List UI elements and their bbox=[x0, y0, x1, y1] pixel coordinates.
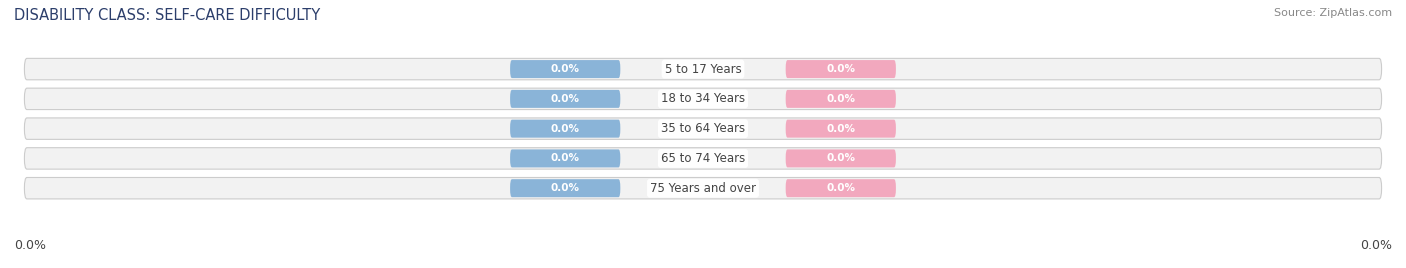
FancyBboxPatch shape bbox=[786, 150, 896, 168]
FancyBboxPatch shape bbox=[24, 177, 1382, 199]
FancyBboxPatch shape bbox=[24, 58, 1382, 80]
Text: 0.0%: 0.0% bbox=[827, 94, 855, 104]
Text: 0.0%: 0.0% bbox=[551, 153, 579, 163]
Legend: Male, Female: Male, Female bbox=[640, 263, 766, 268]
Text: 0.0%: 0.0% bbox=[551, 94, 579, 104]
FancyBboxPatch shape bbox=[510, 60, 620, 78]
FancyBboxPatch shape bbox=[510, 90, 620, 108]
Text: Source: ZipAtlas.com: Source: ZipAtlas.com bbox=[1274, 8, 1392, 18]
Text: 75 Years and over: 75 Years and over bbox=[650, 182, 756, 195]
Text: 0.0%: 0.0% bbox=[14, 239, 46, 252]
FancyBboxPatch shape bbox=[510, 179, 620, 197]
Text: 0.0%: 0.0% bbox=[551, 124, 579, 134]
Text: 0.0%: 0.0% bbox=[827, 64, 855, 74]
Text: 0.0%: 0.0% bbox=[827, 183, 855, 193]
Text: 65 to 74 Years: 65 to 74 Years bbox=[661, 152, 745, 165]
FancyBboxPatch shape bbox=[786, 179, 896, 197]
Text: 0.0%: 0.0% bbox=[551, 64, 579, 74]
FancyBboxPatch shape bbox=[24, 118, 1382, 139]
FancyBboxPatch shape bbox=[24, 148, 1382, 169]
FancyBboxPatch shape bbox=[786, 60, 896, 78]
Text: 0.0%: 0.0% bbox=[1360, 239, 1392, 252]
Text: 5 to 17 Years: 5 to 17 Years bbox=[665, 63, 741, 76]
FancyBboxPatch shape bbox=[786, 120, 896, 138]
Text: DISABILITY CLASS: SELF-CARE DIFFICULTY: DISABILITY CLASS: SELF-CARE DIFFICULTY bbox=[14, 8, 321, 23]
Text: 18 to 34 Years: 18 to 34 Years bbox=[661, 92, 745, 105]
FancyBboxPatch shape bbox=[510, 120, 620, 138]
FancyBboxPatch shape bbox=[786, 90, 896, 108]
Text: 0.0%: 0.0% bbox=[827, 124, 855, 134]
Text: 35 to 64 Years: 35 to 64 Years bbox=[661, 122, 745, 135]
Text: 0.0%: 0.0% bbox=[551, 183, 579, 193]
FancyBboxPatch shape bbox=[510, 150, 620, 168]
FancyBboxPatch shape bbox=[24, 88, 1382, 110]
Text: 0.0%: 0.0% bbox=[827, 153, 855, 163]
